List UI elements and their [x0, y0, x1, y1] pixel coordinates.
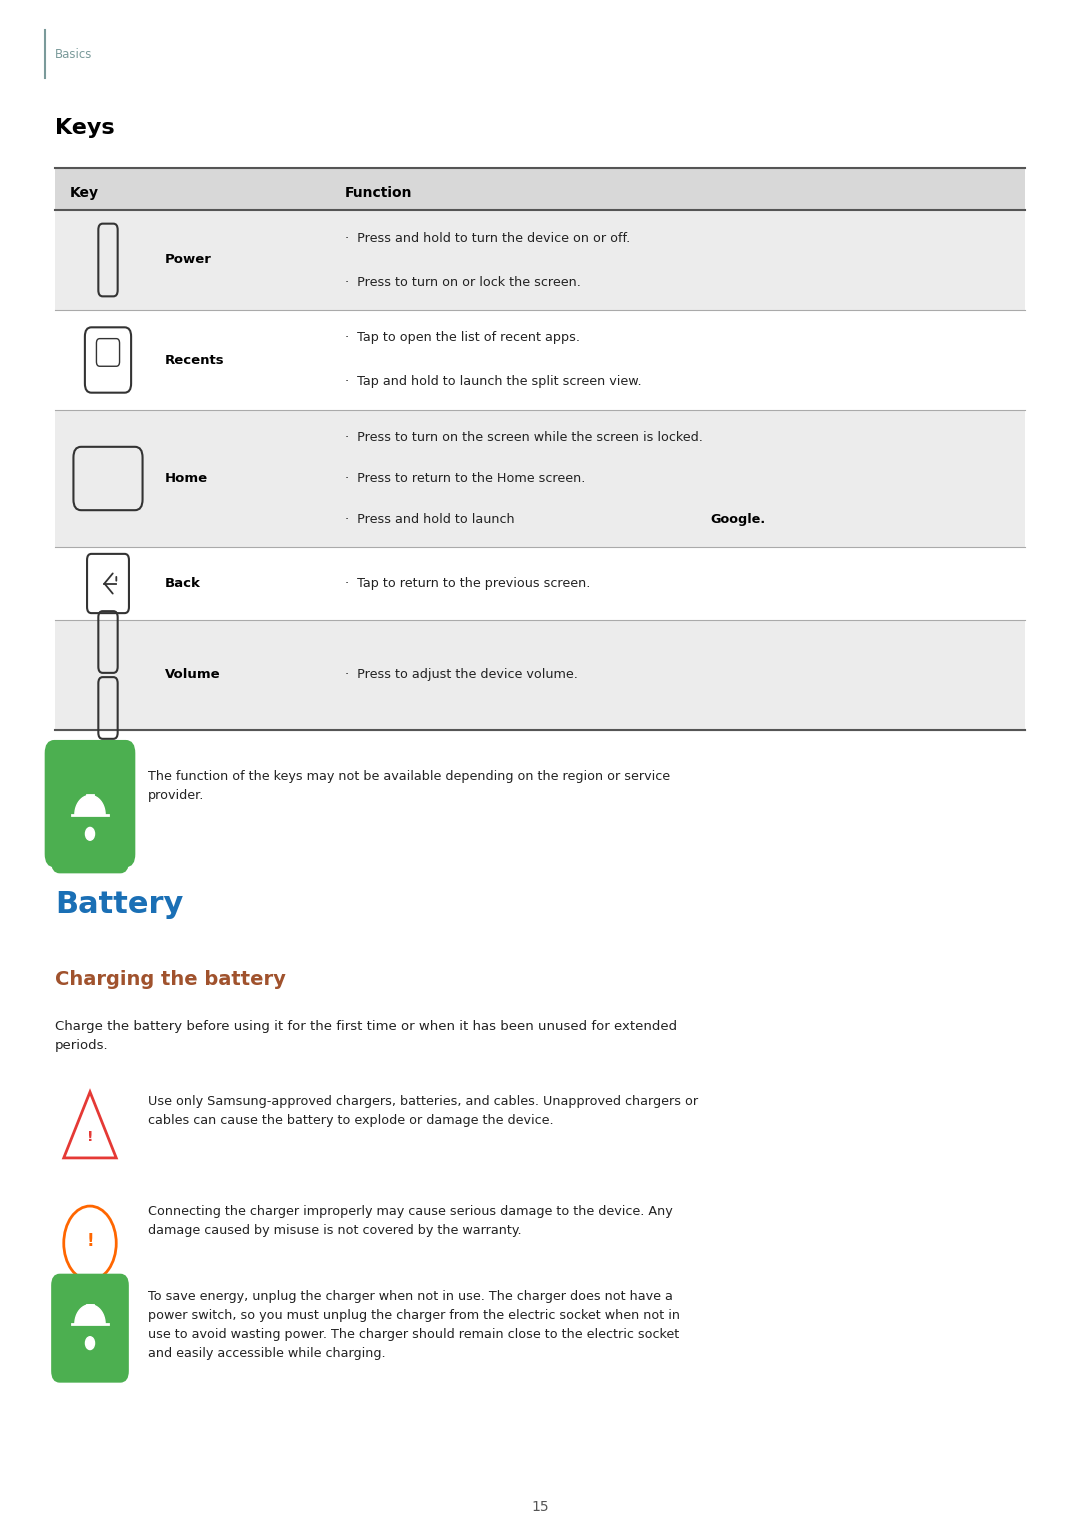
Text: Back: Back — [165, 577, 201, 589]
Text: Google.: Google. — [710, 513, 765, 527]
Text: !: ! — [86, 1232, 94, 1251]
Text: Keys: Keys — [55, 118, 114, 137]
Text: Home: Home — [165, 472, 208, 486]
Text: Use only Samsung-approved chargers, batteries, and cables. Unapproved chargers o: Use only Samsung-approved chargers, batt… — [148, 1095, 698, 1127]
Text: Power: Power — [165, 253, 212, 267]
Text: ·  Press and hold to launch: · Press and hold to launch — [345, 513, 518, 527]
Text: Charging the battery: Charging the battery — [55, 970, 286, 989]
Text: Volume: Volume — [165, 669, 220, 681]
FancyBboxPatch shape — [55, 620, 1025, 730]
FancyBboxPatch shape — [52, 765, 127, 872]
Text: ·  Press and hold to turn the device on or off.: · Press and hold to turn the device on o… — [345, 232, 631, 244]
Text: ·  Tap to return to the previous screen.: · Tap to return to the previous screen. — [345, 577, 591, 589]
Text: Key: Key — [70, 186, 99, 200]
FancyBboxPatch shape — [55, 547, 1025, 620]
Text: Battery: Battery — [55, 890, 184, 919]
FancyBboxPatch shape — [55, 310, 1025, 411]
Text: ·  Tap to open the list of recent apps.: · Tap to open the list of recent apps. — [345, 331, 580, 345]
Text: ·  Press to return to the Home screen.: · Press to return to the Home screen. — [345, 472, 585, 486]
Text: Connecting the charger improperly may cause serious damage to the device. Any
da: Connecting the charger improperly may ca… — [148, 1205, 673, 1237]
Text: To save energy, unplug the charger when not in use. The charger does not have a
: To save energy, unplug the charger when … — [148, 1290, 680, 1361]
Circle shape — [85, 1336, 95, 1350]
FancyBboxPatch shape — [55, 211, 1025, 310]
Text: Charge the battery before using it for the first time or when it has been unused: Charge the battery before using it for t… — [55, 1020, 677, 1052]
Text: ·  Tap and hold to launch the split screen view.: · Tap and hold to launch the split scree… — [345, 376, 642, 388]
Text: ·  Press to adjust the device volume.: · Press to adjust the device volume. — [345, 669, 578, 681]
Text: !: ! — [86, 1130, 93, 1144]
FancyBboxPatch shape — [70, 782, 109, 837]
FancyBboxPatch shape — [52, 1275, 127, 1382]
Text: Basics: Basics — [55, 47, 93, 61]
Text: ·  Press to turn on the screen while the screen is locked.: · Press to turn on the screen while the … — [345, 431, 703, 444]
FancyBboxPatch shape — [45, 741, 134, 866]
Text: ·  Press to turn on or lock the screen.: · Press to turn on or lock the screen. — [345, 275, 581, 289]
FancyBboxPatch shape — [55, 411, 1025, 547]
Text: The function of the keys may not be available depending on the region or service: The function of the keys may not be avai… — [148, 770, 670, 802]
FancyBboxPatch shape — [55, 168, 1025, 211]
Circle shape — [85, 828, 95, 840]
Text: Function: Function — [345, 186, 413, 200]
Polygon shape — [75, 796, 105, 814]
Polygon shape — [75, 1304, 105, 1324]
Text: Recents: Recents — [165, 353, 225, 366]
Text: 15: 15 — [531, 1500, 549, 1513]
